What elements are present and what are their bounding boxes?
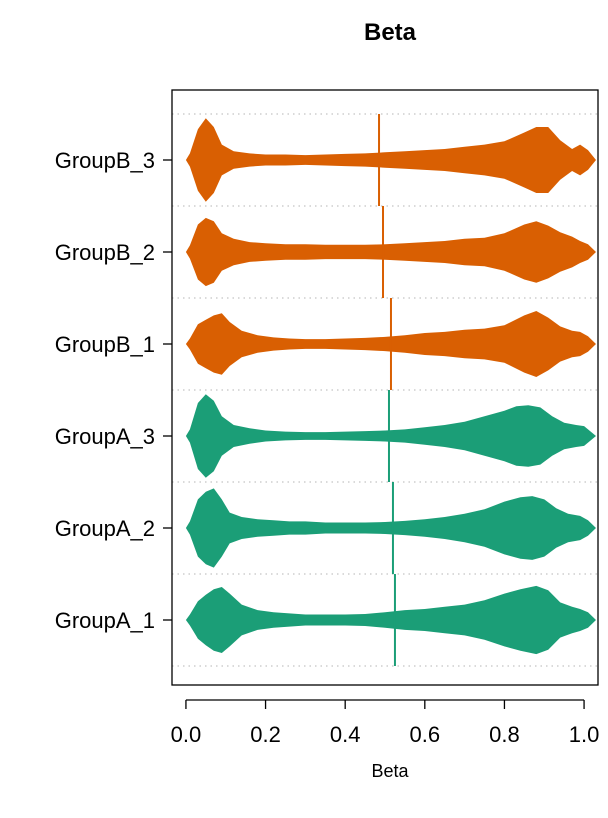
violin-GroupB_3: [185, 118, 596, 202]
y-tick-label: GroupA_3: [55, 424, 155, 449]
x-tick-label: 0.2: [250, 722, 281, 747]
x-tick-label: 0.0: [171, 722, 202, 747]
violin-GroupA_2: [185, 488, 596, 568]
y-tick-label: GroupA_2: [55, 516, 155, 541]
x-tick-label: 1.0: [569, 722, 600, 747]
y-tick-label: GroupB_1: [55, 332, 155, 357]
y-tick-label: GroupA_1: [55, 608, 155, 633]
plot-frame: [171, 89, 599, 686]
x-tick-label: 0.8: [489, 722, 520, 747]
y-tick-label: GroupB_3: [55, 148, 155, 173]
violin-GroupA_1: [185, 585, 596, 655]
x-axis-title: Beta: [371, 761, 409, 781]
violin-GroupA_3: [185, 394, 596, 478]
y-tick-label: GroupB_2: [55, 240, 155, 265]
plot-area: GroupB_3 GroupB_2 GroupB_1 GroupA_3 GroupA_2…: [55, 89, 600, 747]
x-tick-label: 0.6: [410, 722, 441, 747]
violin-GroupB_2: [185, 217, 596, 287]
chart-title: Beta: [364, 19, 417, 46]
x-tick-label: 0.4: [330, 722, 361, 747]
